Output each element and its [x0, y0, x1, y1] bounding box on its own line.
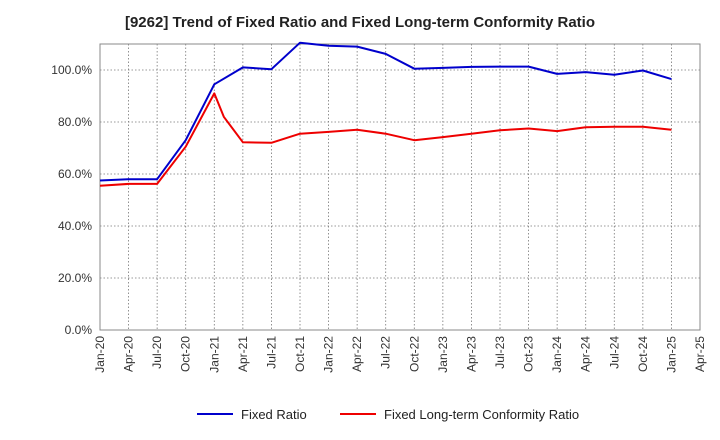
x-tick-label: Apr-22: [350, 336, 364, 372]
x-tick-label: Jan-21: [207, 336, 221, 373]
x-tick-label: Oct-21: [293, 336, 307, 372]
y-tick-labels: 0.0% 20.0% 40.0% 60.0% 80.0% 100.0%: [51, 63, 92, 337]
x-tick-label: Jul-20: [150, 336, 164, 369]
x-tick-label: Apr-23: [464, 336, 478, 372]
legend-label: Fixed Ratio: [241, 407, 307, 422]
x-tick-label: Jan-22: [322, 336, 336, 373]
x-tick-label: Apr-24: [579, 336, 593, 372]
x-tick-label: Apr-20: [122, 336, 136, 372]
x-tick-label: Oct-23: [522, 336, 536, 372]
axes: [99, 43, 701, 331]
y-tick-label: 40.0%: [58, 219, 92, 233]
y-tick-label: 20.0%: [58, 271, 92, 285]
legend-label: Fixed Long-term Conformity Ratio: [384, 407, 579, 422]
x-tick-label: Jan-24: [550, 336, 564, 373]
x-tick-label: Apr-25: [693, 336, 707, 372]
x-tick-label: Jul-22: [379, 336, 393, 369]
x-tick-label: Jul-24: [607, 336, 621, 369]
x-tick-label: Oct-22: [407, 336, 421, 372]
grid-lines: [99, 44, 701, 331]
series-line: [99, 41, 672, 182]
x-tick-label: Jan-23: [436, 336, 450, 373]
x-tick-label: Oct-24: [636, 336, 650, 372]
y-tick-label: 80.0%: [58, 115, 92, 129]
series-line: [99, 92, 672, 187]
legend: Fixed Ratio Fixed Long-term Conformity Ra…: [197, 407, 579, 422]
x-tick-labels: Jan-20 Apr-20 Jul-20 Oct-20 Jan-21 Apr-21 Jul-…: [93, 336, 707, 373]
x-tick-label: Jan-20: [93, 336, 107, 373]
x-tick-label: Apr-21: [236, 336, 250, 372]
x-tick-label: Jul-23: [493, 336, 507, 369]
x-tick-label: Jul-21: [264, 336, 278, 369]
chart-title: [9262] Trend of Fixed Ratio and Fixed Lo…: [124, 14, 596, 31]
series-lines: [99, 41, 672, 187]
y-tick-label: 0.0%: [65, 323, 93, 337]
x-tick-label: Jan-25: [664, 336, 678, 373]
x-tick-label: Oct-20: [179, 336, 193, 372]
y-tick-label: 60.0%: [58, 167, 92, 181]
y-tick-label: 100.0%: [51, 63, 92, 77]
plot-frame: [99, 43, 701, 331]
